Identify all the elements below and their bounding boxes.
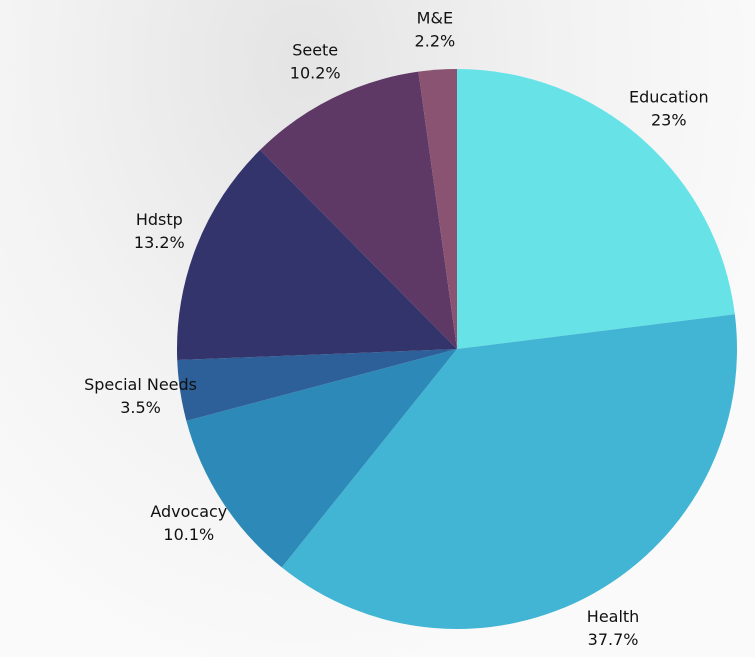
pie-slice [457,69,735,349]
slice-value-label: 37.7% [588,630,639,649]
slice-label: Seete [292,41,338,60]
slice-label: Advocacy [150,502,227,521]
slice-value-label: 10.1% [163,525,214,544]
slice-value-label: 13.2% [134,233,185,252]
pie-slice [186,349,457,568]
slice-label: Education [629,88,709,107]
pie-slice [177,149,458,361]
pie-slice [281,314,737,629]
pie-slice [418,69,457,349]
slice-label: Health [587,607,640,626]
slice-label: Special Needs [84,375,197,394]
slice-value-label: 3.5% [120,398,161,417]
slice-label: M&E [417,8,453,27]
pie-slice [177,349,457,421]
slice-label: Hdstp [136,210,183,229]
slice-value-label: 2.2% [415,31,456,50]
slice-value-label: 10.2% [290,64,341,83]
pie-slice [260,71,457,349]
slice-value-label: 23% [651,111,687,130]
